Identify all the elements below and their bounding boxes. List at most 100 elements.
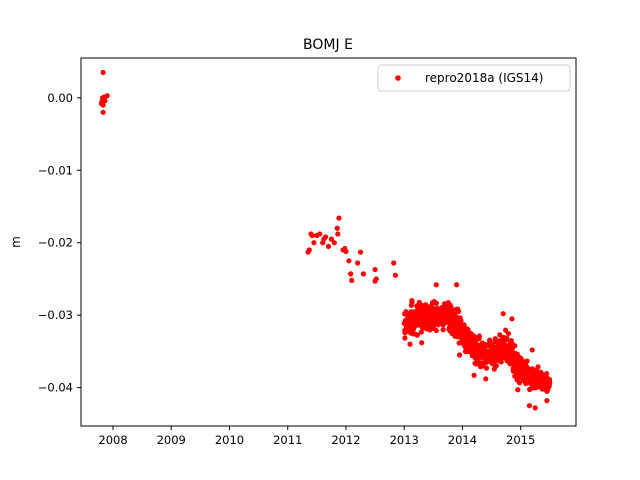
data-point (484, 358, 490, 364)
data-point (461, 322, 467, 328)
data-point (500, 311, 506, 317)
data-point (449, 313, 455, 319)
y-axis-ticks: 0.00 −0.01 −0.02 −0.03 −0.04 (38, 91, 81, 395)
x-tick-label: 2013 (390, 433, 419, 447)
data-point (483, 376, 489, 382)
data-point (408, 302, 414, 308)
data-point (100, 69, 106, 76)
data-point (424, 326, 431, 332)
data-point (431, 298, 437, 305)
data-point (402, 335, 408, 341)
y-tick-label: −0.02 (38, 236, 73, 250)
data-point (544, 398, 550, 404)
data-point (325, 243, 332, 249)
data-point (516, 380, 523, 386)
data-point (507, 361, 513, 367)
y-tick-label: −0.03 (38, 308, 73, 322)
x-tick-label: 2014 (448, 433, 477, 447)
data-point (335, 231, 341, 237)
data-point (456, 352, 463, 358)
data-point (409, 298, 415, 304)
data-point (410, 313, 416, 319)
data-point (462, 348, 469, 354)
x-tick-label: 2008 (98, 433, 127, 447)
data-point (515, 387, 521, 393)
data-point (392, 272, 399, 278)
data-point (454, 282, 460, 288)
data-point (487, 337, 493, 343)
data-point (311, 240, 317, 246)
chart-title: BOMJ E (303, 37, 353, 53)
data-point (102, 98, 108, 104)
data-point (431, 309, 437, 315)
data-point (391, 260, 397, 266)
data-point (428, 304, 434, 311)
data-point (355, 260, 361, 266)
data-point (412, 309, 418, 315)
data-point (535, 364, 541, 370)
legend-label: repro2018a (IGS14) (425, 71, 543, 85)
data-point (534, 373, 540, 379)
data-point (455, 317, 461, 323)
data-point (447, 323, 453, 329)
data-point (529, 347, 535, 353)
data-point (322, 234, 329, 240)
data-point (465, 339, 472, 345)
data-point (527, 386, 533, 393)
data-point (433, 282, 439, 288)
y-tick-label: 0.00 (47, 91, 73, 105)
data-point (520, 377, 527, 383)
data-point (104, 93, 110, 99)
data-point (483, 365, 490, 371)
data-point (519, 360, 525, 366)
data-point (349, 277, 355, 283)
data-point (481, 347, 488, 353)
data-point (317, 231, 323, 237)
legend-marker (395, 75, 401, 81)
data-point (407, 341, 413, 347)
data-point (489, 341, 495, 347)
legend: repro2018a (IGS14) (377, 64, 571, 92)
data-point (528, 381, 534, 387)
data-point (447, 308, 453, 314)
data-point (306, 247, 312, 253)
data-point (473, 361, 479, 367)
data-point (100, 102, 106, 108)
x-tick-label: 2011 (273, 433, 302, 447)
data-point (482, 353, 488, 359)
data-point (100, 109, 106, 115)
x-tick-label: 2015 (506, 433, 535, 447)
data-point (415, 305, 421, 311)
data-point (411, 324, 417, 330)
data-point (524, 365, 530, 371)
data-point (475, 336, 481, 342)
data-point (505, 330, 512, 337)
data-point (509, 351, 515, 357)
data-point (504, 335, 510, 341)
data-point (498, 345, 504, 351)
data-point (524, 358, 530, 364)
data-point (372, 266, 378, 273)
data-point (418, 329, 424, 335)
data-point (467, 349, 473, 355)
data-point (497, 332, 503, 338)
data-point (372, 278, 378, 284)
data-point (420, 325, 426, 331)
data-point (437, 314, 443, 320)
data-point (328, 236, 335, 242)
data-point (343, 248, 349, 255)
data-point (432, 319, 438, 326)
data-point (465, 327, 471, 333)
data-point (403, 320, 409, 326)
data-point (494, 356, 500, 362)
data-point (331, 240, 337, 246)
data-point (498, 359, 504, 365)
data-point (410, 331, 416, 337)
data-point (508, 345, 514, 351)
y-tick-label: −0.01 (38, 163, 73, 177)
data-point (336, 215, 342, 221)
data-point (420, 318, 426, 324)
data-point (433, 327, 439, 334)
data-point (428, 325, 435, 331)
